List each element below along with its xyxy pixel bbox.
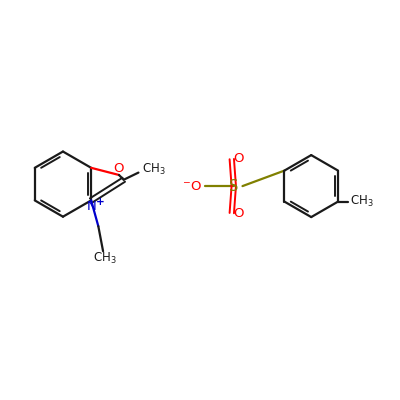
Text: CH$_3$: CH$_3$ (350, 194, 374, 209)
Text: $^{-}$O: $^{-}$O (182, 180, 202, 192)
Text: O: O (234, 152, 244, 165)
Text: CH$_3$: CH$_3$ (93, 251, 117, 266)
Text: N: N (87, 200, 97, 213)
Text: O: O (234, 208, 244, 220)
Text: O: O (114, 162, 124, 175)
Text: CH$_3$: CH$_3$ (142, 162, 166, 176)
Text: S: S (229, 178, 238, 194)
Text: +: + (96, 197, 104, 207)
